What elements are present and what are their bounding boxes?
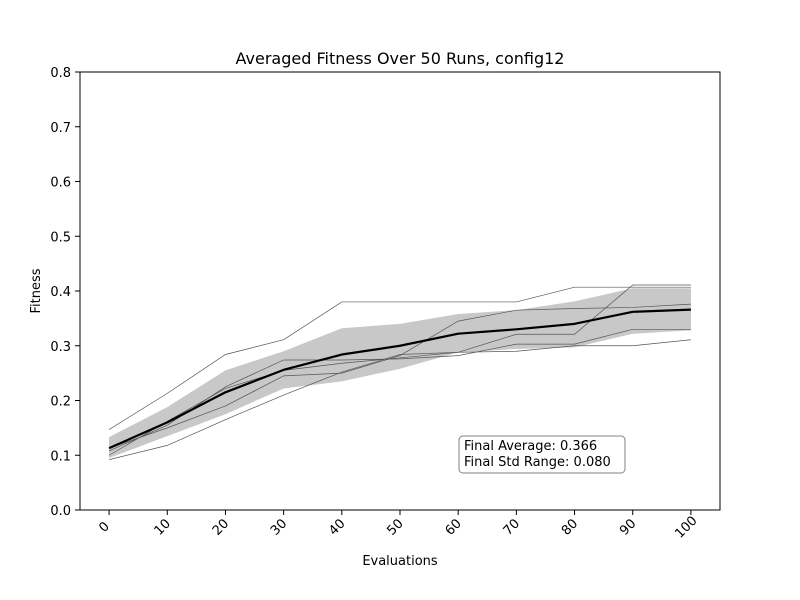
x-tick-label: 50 bbox=[384, 516, 406, 538]
x-tick-label: 40 bbox=[326, 516, 348, 538]
average-line bbox=[108, 308, 691, 450]
annotation-box bbox=[458, 435, 626, 474]
annotation-final-average: Final Average: 0.366 bbox=[464, 439, 597, 454]
x-tick-label: 80 bbox=[559, 516, 581, 538]
annotation-final-std-range: Final Std Range: 0.080 bbox=[464, 455, 611, 470]
y-axis-ticks: 0.0 0.1 0.2 0.3 0.4 0.5 0.6 0.7 0.8 bbox=[50, 66, 80, 519]
x-tick-label: 10 bbox=[152, 516, 174, 538]
x-axis-ticks: 0 10 20 30 40 50 60 70 80 90 100 bbox=[96, 510, 701, 542]
run-line-2 bbox=[109, 339, 691, 460]
x-axis-label: Evaluations bbox=[362, 554, 438, 569]
y-tick-label: 0.7 bbox=[50, 121, 71, 136]
x-tick-label: 90 bbox=[617, 516, 639, 538]
y-tick-label: 0.6 bbox=[50, 176, 71, 191]
run-line-5 bbox=[108, 284, 691, 456]
y-tick-label: 0.3 bbox=[50, 340, 71, 355]
x-tick-label: 100 bbox=[672, 513, 700, 541]
stats-annotation: Final Average: 0.366 Final Std Range: 0.… bbox=[458, 435, 626, 474]
run-line-1 bbox=[108, 286, 691, 430]
x-tick-label: 60 bbox=[443, 516, 465, 538]
x-tick-label: 30 bbox=[268, 516, 290, 538]
x-tick-label: 0 bbox=[96, 519, 112, 535]
chart-title: Averaged Fitness Over 50 Runs, config12 bbox=[236, 49, 565, 68]
plot-area bbox=[108, 284, 691, 460]
y-tick-label: 0.1 bbox=[50, 449, 71, 464]
y-tick-label: 0.8 bbox=[50, 66, 71, 81]
x-tick-label: 70 bbox=[501, 516, 523, 538]
y-tick-label: 0.5 bbox=[50, 230, 71, 245]
std-band bbox=[109, 288, 691, 458]
y-tick-label: 0.2 bbox=[50, 395, 71, 410]
y-axis-label: Fitness bbox=[29, 268, 44, 313]
run-line-3 bbox=[108, 303, 691, 449]
y-tick-label: 0.0 bbox=[50, 504, 71, 519]
y-tick-label: 0.4 bbox=[50, 285, 71, 300]
x-tick-label: 20 bbox=[210, 516, 232, 538]
